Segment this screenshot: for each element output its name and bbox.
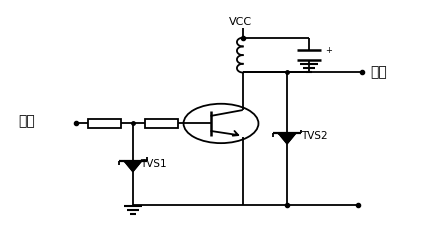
Text: TVS2: TVS2 xyxy=(301,131,328,141)
Text: TVS1: TVS1 xyxy=(140,159,167,169)
Text: 输入: 输入 xyxy=(18,114,35,128)
Text: +: + xyxy=(325,45,332,55)
Bar xyxy=(88,119,121,128)
Text: 输出: 输出 xyxy=(370,65,387,79)
Bar xyxy=(145,119,178,128)
Polygon shape xyxy=(125,161,141,171)
Text: VCC: VCC xyxy=(229,17,252,27)
Polygon shape xyxy=(279,134,295,144)
